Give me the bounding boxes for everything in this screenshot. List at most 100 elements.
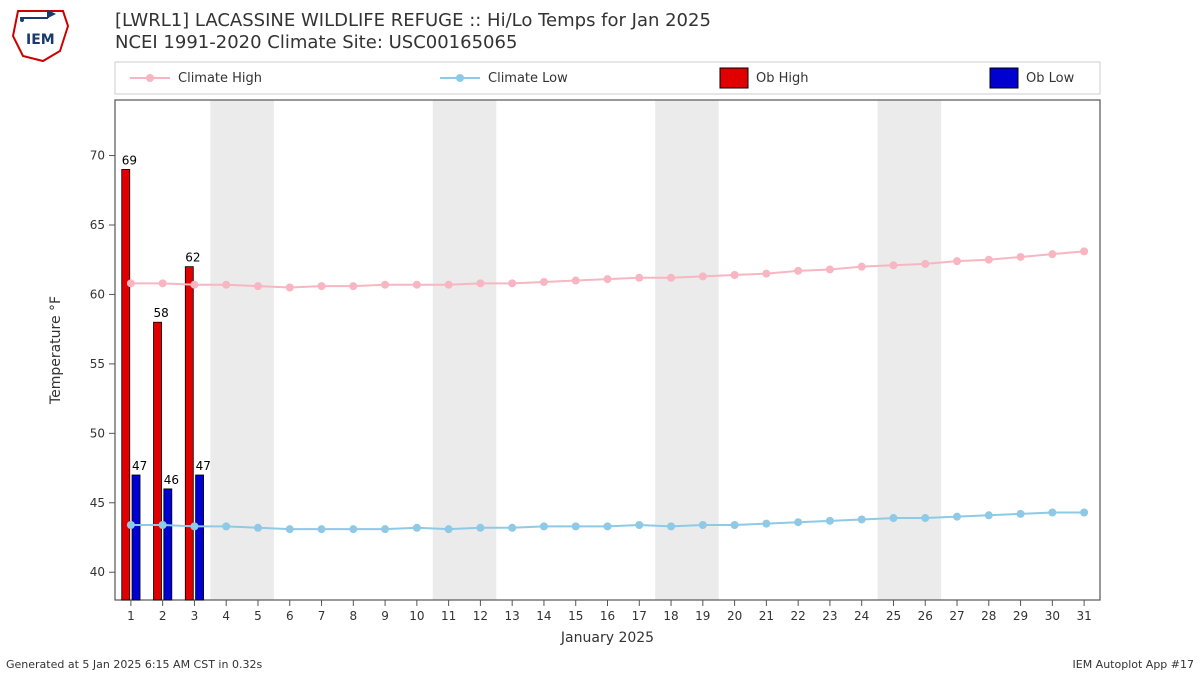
- climate-high-marker: [889, 261, 897, 269]
- ob-high-value: 62: [185, 251, 200, 265]
- x-tick-label: 28: [981, 609, 996, 623]
- climate-high-marker: [953, 257, 961, 265]
- x-tick-label: 10: [409, 609, 424, 623]
- climate-low-marker: [286, 525, 294, 533]
- legend-ob-low: Ob Low: [1026, 71, 1075, 86]
- climate-high-marker: [127, 279, 135, 287]
- climate-low-marker: [953, 513, 961, 521]
- ob-low-bar: [196, 475, 204, 600]
- ob-low-value: 47: [196, 459, 211, 473]
- climate-low-marker: [127, 521, 135, 529]
- climate-low-marker: [222, 522, 230, 530]
- x-tick-label: 29: [1013, 609, 1028, 623]
- climate-low-marker: [508, 524, 516, 532]
- ob-high-bar: [154, 322, 162, 600]
- svg-text:IEM: IEM: [26, 32, 55, 48]
- y-tick-label: 70: [90, 149, 105, 163]
- climate-high-marker: [667, 274, 675, 282]
- climate-high-marker: [508, 279, 516, 287]
- climate-low-marker: [159, 521, 167, 529]
- x-tick-label: 18: [663, 609, 678, 623]
- x-tick-label: 14: [536, 609, 551, 623]
- legend-climate-high: Climate High: [178, 71, 262, 86]
- climate-low-marker: [699, 521, 707, 529]
- ob-high-bar: [122, 169, 130, 600]
- climate-low-marker: [381, 525, 389, 533]
- climate-high-marker: [381, 281, 389, 289]
- climate-low-marker: [1017, 510, 1025, 518]
- climate-high-marker: [286, 284, 294, 292]
- climate-high-marker: [349, 282, 357, 290]
- x-tick-label: 26: [918, 609, 933, 623]
- x-tick-label: 25: [886, 609, 901, 623]
- climate-high-marker: [635, 274, 643, 282]
- x-tick-label: 9: [381, 609, 389, 623]
- climate-high-marker: [413, 281, 421, 289]
- climate-low-marker: [858, 515, 866, 523]
- x-tick-label: 20: [727, 609, 742, 623]
- climate-low-marker: [1048, 509, 1056, 517]
- climate-high-marker: [826, 265, 834, 273]
- climate-low-marker: [826, 517, 834, 525]
- y-tick-label: 50: [90, 426, 105, 440]
- climate-low-marker: [889, 514, 897, 522]
- climate-high-marker: [604, 275, 612, 283]
- x-tick-label: 6: [286, 609, 294, 623]
- climate-low-marker: [413, 524, 421, 532]
- x-tick-label: 31: [1076, 609, 1091, 623]
- climate-high-marker: [254, 282, 262, 290]
- ob-high-value: 58: [154, 306, 169, 320]
- y-tick-label: 65: [90, 218, 105, 232]
- x-tick-label: 16: [600, 609, 615, 623]
- climate-low-marker: [349, 525, 357, 533]
- y-tick-label: 40: [90, 565, 105, 579]
- climate-high-marker: [445, 281, 453, 289]
- x-tick-label: 11: [441, 609, 456, 623]
- climate-low-marker: [794, 518, 802, 526]
- ob-low-value: 46: [164, 473, 179, 487]
- climate-low-marker: [1080, 509, 1088, 517]
- y-tick-label: 45: [90, 496, 105, 510]
- climate-low-marker: [254, 524, 262, 532]
- x-tick-label: 24: [854, 609, 869, 623]
- x-axis-label: January 2025: [560, 630, 654, 646]
- x-tick-label: 8: [349, 609, 357, 623]
- x-tick-label: 1: [127, 609, 135, 623]
- climate-high-marker: [921, 260, 929, 268]
- climate-high-marker: [985, 256, 993, 264]
- ob-low-bar: [164, 489, 172, 600]
- climate-high-marker: [222, 281, 230, 289]
- climate-low-marker: [635, 521, 643, 529]
- x-tick-label: 12: [473, 609, 488, 623]
- climate-high-marker: [190, 281, 198, 289]
- climate-high-marker: [699, 272, 707, 280]
- weekend-band: [433, 100, 497, 600]
- climate-high-marker: [1048, 250, 1056, 258]
- climate-low-marker: [985, 511, 993, 519]
- x-tick-label: 21: [759, 609, 774, 623]
- weekend-band: [878, 100, 942, 600]
- x-tick-label: 13: [505, 609, 520, 623]
- climate-high-marker: [159, 279, 167, 287]
- ob-low-bar: [132, 475, 140, 600]
- x-tick-label: 4: [222, 609, 230, 623]
- y-tick-label: 60: [90, 287, 105, 301]
- x-tick-label: 30: [1045, 609, 1060, 623]
- x-tick-label: 2: [159, 609, 167, 623]
- climate-high-marker: [1080, 247, 1088, 255]
- footer-right: IEM Autoplot App #17: [1073, 658, 1195, 671]
- climate-high-marker: [318, 282, 326, 290]
- x-tick-label: 23: [822, 609, 837, 623]
- climate-low-marker: [318, 525, 326, 533]
- chart-title-line2: NCEI 1991-2020 Climate Site: USC00165065: [115, 32, 517, 53]
- chart-title-line1: [LWRL1] LACASSINE WILDLIFE REFUGE :: Hi/…: [115, 10, 711, 31]
- weekend-band: [210, 100, 274, 600]
- x-tick-label: 19: [695, 609, 710, 623]
- y-axis-label: Temperature °F: [48, 296, 64, 405]
- climate-low-marker: [190, 522, 198, 530]
- climate-low-marker: [731, 521, 739, 529]
- ob-low-value: 47: [132, 459, 147, 473]
- climate-low-marker: [540, 522, 548, 530]
- legend-climate-low: Climate Low: [488, 71, 568, 86]
- climate-high-marker: [762, 270, 770, 278]
